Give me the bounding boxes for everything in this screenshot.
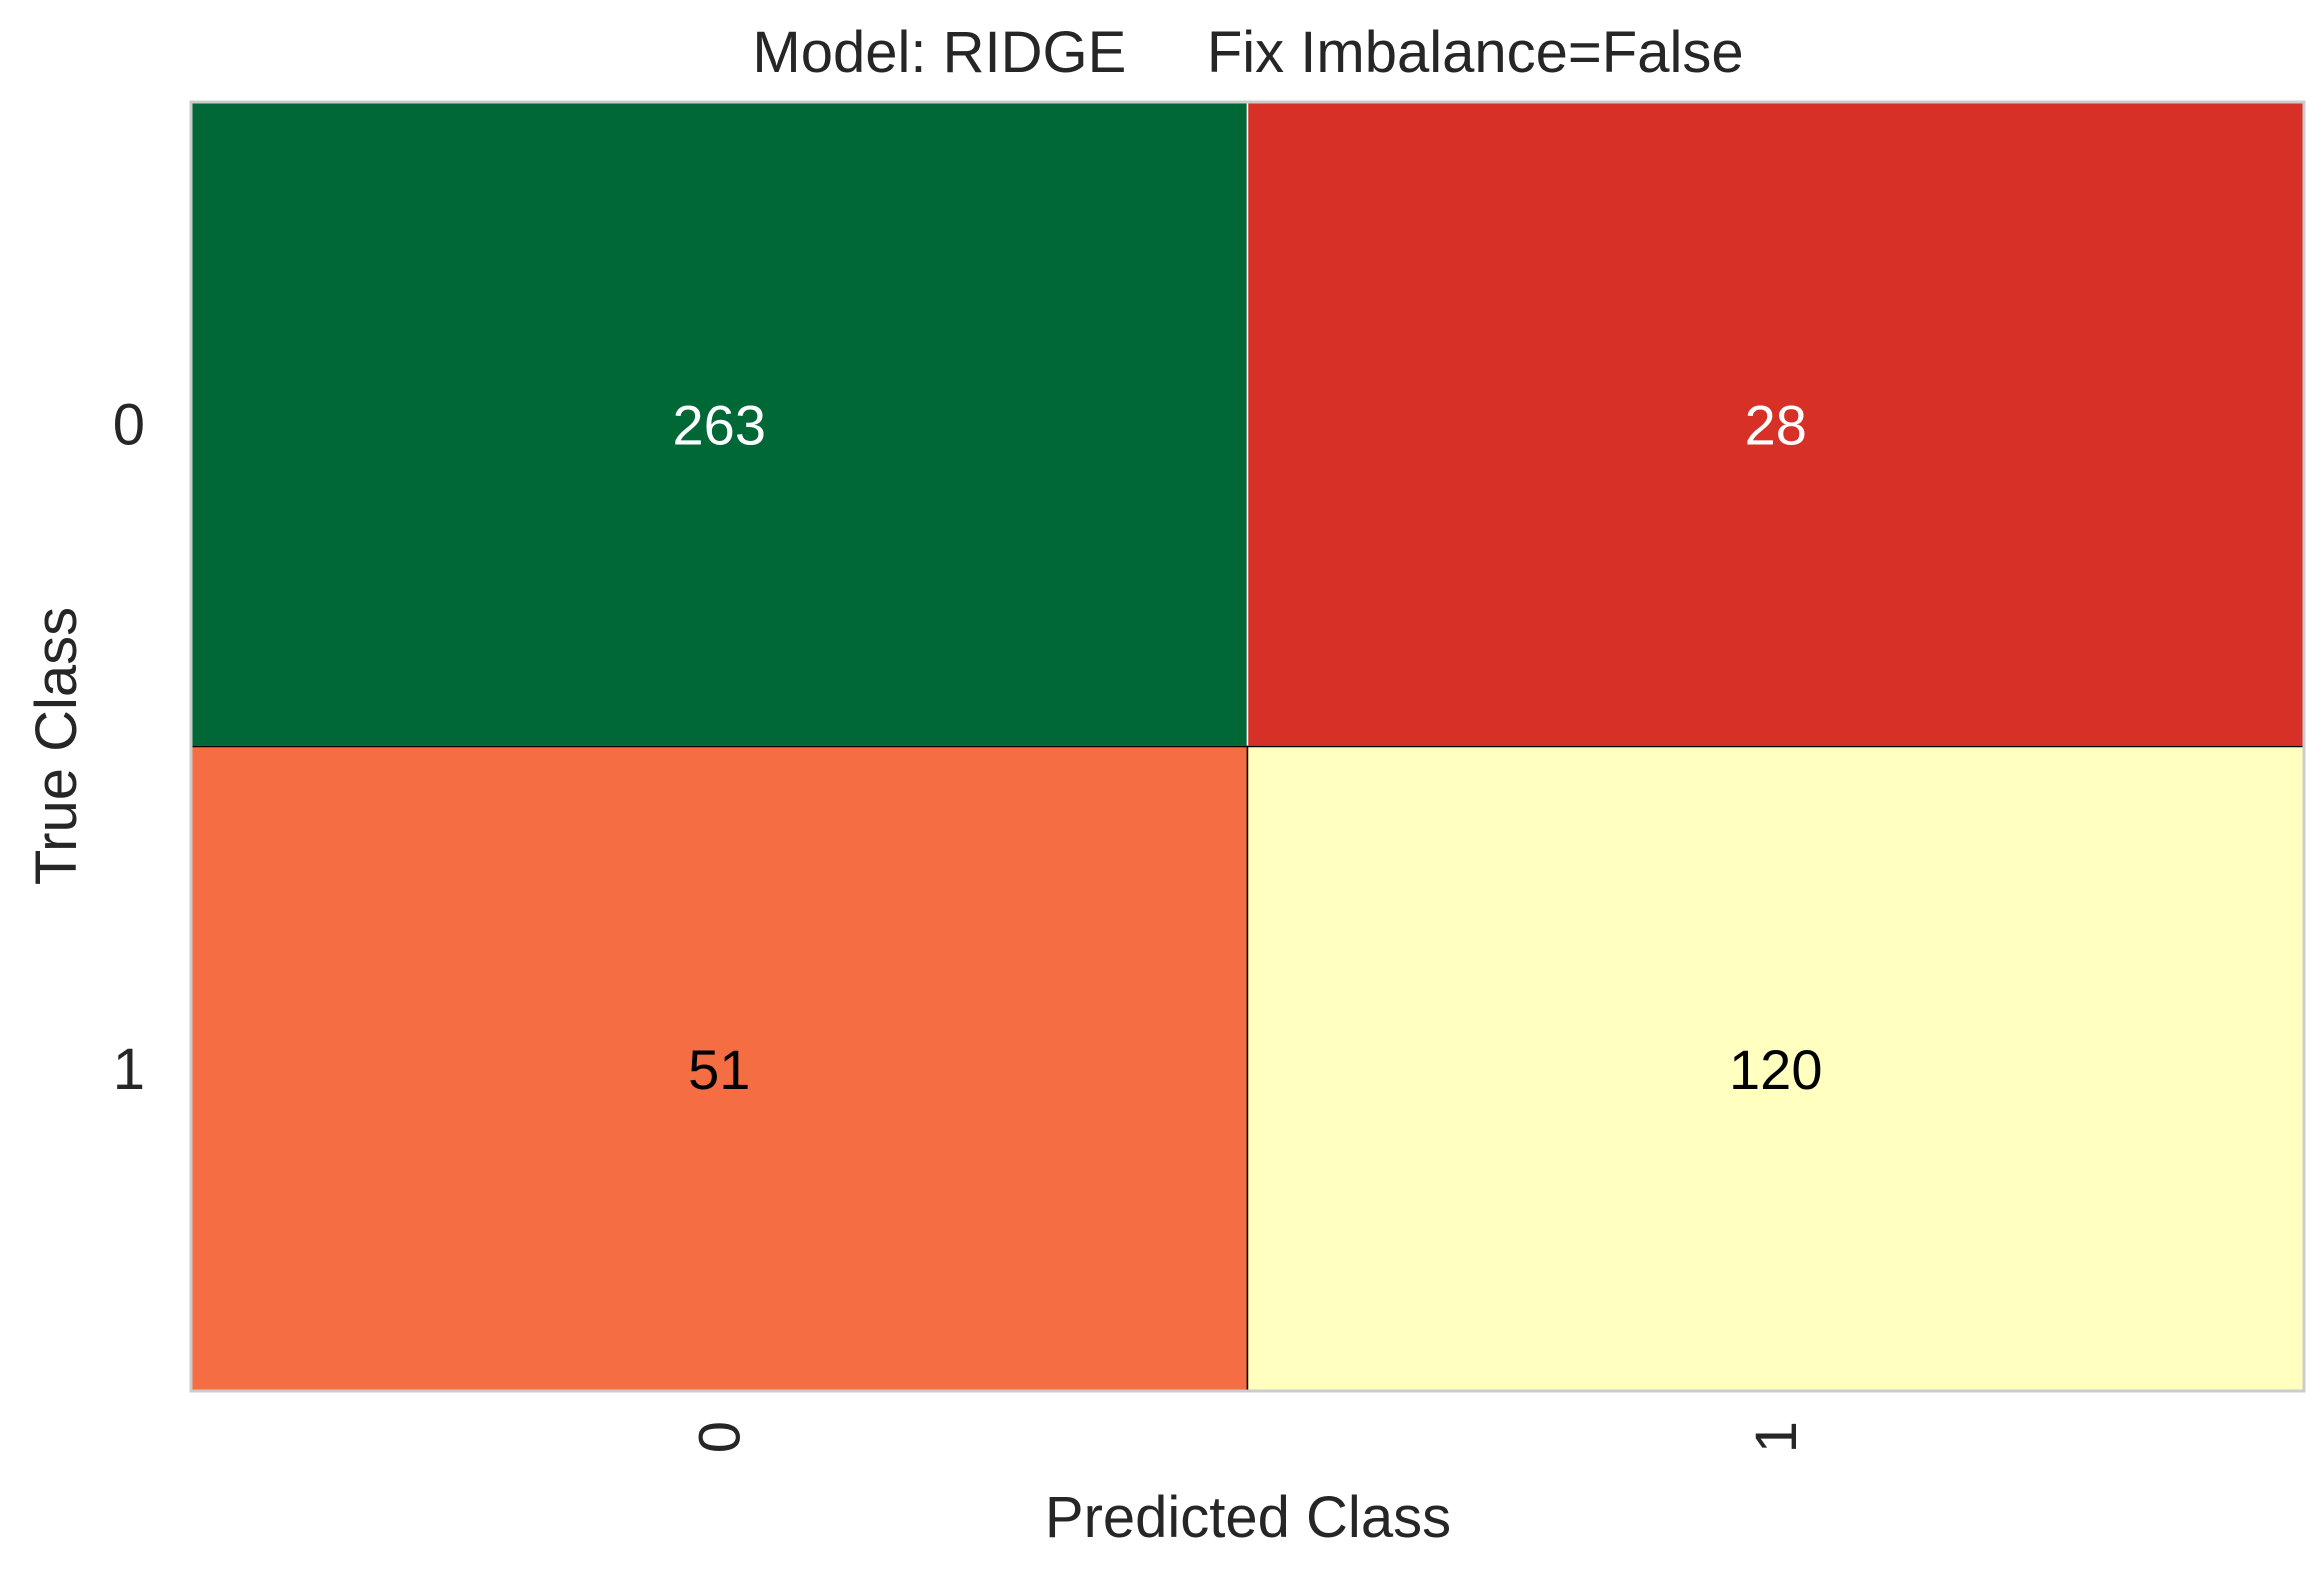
heatmap-cell-1-0 [190,745,1249,1392]
cell-value-label-1-1: 120 [1729,1038,1822,1101]
chart-title: Model: RIDGE Fix Imbalance=False [752,20,1743,85]
heatmap-cell-0-0 [190,101,1249,748]
cell-value-label-1-0: 51 [688,1038,750,1101]
x-tick-label-0: 0 [687,1421,752,1453]
cell-value-label-0-1: 28 [1745,393,1807,456]
heatmap-cell-1-1 [1246,745,2305,1392]
heatmap-cell-0-1 [1246,101,2305,748]
y-axis-label: True Class [24,607,89,885]
plot-frame [189,100,2306,1393]
x-tick-label-1: 1 [1744,1421,1809,1453]
y-tick-labels: 01 [113,392,145,1102]
x-axis-label: Predicted Class [1045,1485,1451,1550]
heatmap-cells: 263 28 51 120 [190,101,2305,1392]
y-tick-label-0: 0 [113,392,145,457]
y-tick-label-1: 1 [113,1037,145,1102]
cell-value-label-0-0: 263 [673,393,766,456]
